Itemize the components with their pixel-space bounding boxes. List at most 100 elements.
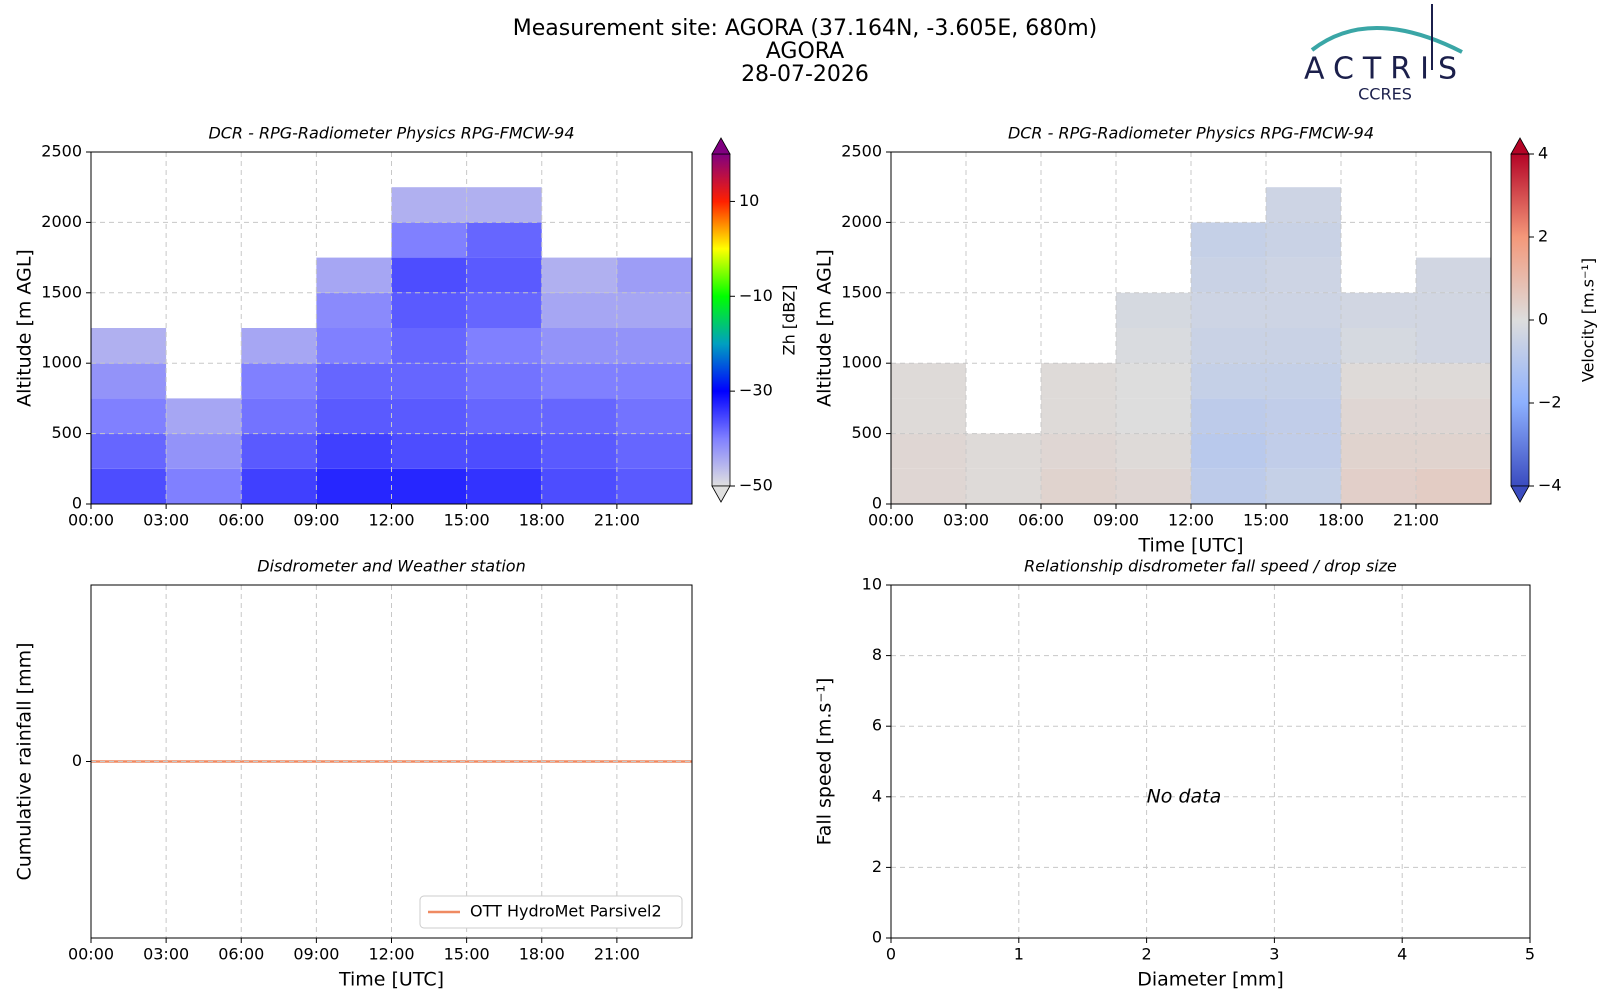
heatmap-cell [1341,328,1416,364]
y-tick-label: 500 [51,423,82,442]
legend-box [419,895,683,929]
y-tick-label: 2500 [41,142,82,161]
heatmap-cell [1341,398,1416,434]
heatmap-cell [1191,328,1266,364]
heatmap-cell [1341,433,1416,469]
x-tick-label: 03:00 [943,511,989,530]
heatmap-cell [1416,328,1491,364]
y-tick-label: 2000 [41,212,82,231]
heatmap-cell [966,468,1041,504]
colorbar-tick-label: 10 [739,191,759,210]
heatmap-cell [541,257,617,293]
heatmap-cell [1416,363,1491,399]
heatmap-cell [616,328,692,364]
y-tick-label: 1500 [841,282,882,301]
heatmap-cell [241,433,317,469]
heatmap-cell [316,468,392,504]
panel-title: DCR - RPG-Radiometer Physics RPG-FMCW-94 [1008,124,1374,143]
colorbar-extend-min [1510,485,1530,503]
heatmap-cell [616,468,692,504]
y-tick-label: 1000 [841,353,882,372]
colorbar-label: Zh [dBZ] [780,285,799,356]
x-tick-label: 1 [1014,945,1024,964]
heatmap-cell [466,398,542,434]
y-axis-label: Altitude [m AGL] [14,249,36,407]
colorbar-extend-max [1510,137,1530,155]
colorbar-extend-max [711,137,731,155]
y-tick-label: 4 [872,786,882,805]
heatmap-cell [91,363,167,399]
heatmap-cell [1191,468,1266,504]
colorbar [711,153,731,487]
heatmap-cell [541,363,617,399]
heatmap-cell [1266,292,1341,328]
heatmap-cell [616,363,692,399]
heatmap-cell [1416,257,1491,293]
heatmap-cell [91,398,167,434]
y-axis-label: Fall speed [m.s⁻¹] [814,678,836,846]
y-tick-label: 2500 [841,142,882,161]
heatmap-cell [391,328,467,364]
y-axis-label: Altitude [m AGL] [814,249,836,407]
legend-label: OTT HydroMet Parsivel2 [470,902,662,921]
heatmap-cell [241,363,317,399]
x-tick-label: 15:00 [444,511,490,530]
heatmap-cell [1416,433,1491,469]
heatmap-cell [316,257,392,293]
panel: Disdrometer and Weather station 00:00 03:0… [14,557,693,991]
plot-frame [90,151,693,505]
heatmap-cell [541,398,617,434]
heatmap-cell [1266,433,1341,469]
x-tick-label: 3 [1269,945,1279,964]
heatmap-cell [466,433,542,469]
y-tick-label: 2 [872,857,882,876]
panel-title: Relationship disdrometer fall speed / dr… [1024,557,1397,576]
y-tick-label: 1000 [41,353,82,372]
heatmap-cell [391,398,467,434]
heatmap-cell [91,468,167,504]
x-tick-label: 15:00 [1243,511,1289,530]
heatmap-cell [391,468,467,504]
x-tick-label: 0 [886,945,896,964]
colorbar [1510,153,1530,487]
heatmap-cell [1191,222,1266,258]
heatmap-cell [241,468,317,504]
heatmap-cell [1116,363,1191,399]
heatmap-cell [391,433,467,469]
heatmap-cell [1041,433,1116,469]
heatmap-cell [466,468,542,504]
colorbar-tick-label: −30 [739,381,773,400]
colorbar-tick-label: −50 [739,476,773,495]
heatmap-cell [316,292,392,328]
x-tick-label: 5 [1525,945,1535,964]
heatmap-cell [391,363,467,399]
colorbar-extend-min [711,485,731,503]
y-tick-label: 2000 [841,212,882,231]
y-tick-label: 0 [872,928,882,947]
heatmap-cell [891,398,966,434]
x-tick-label: 00:00 [868,511,914,530]
plot-frame [890,151,1492,505]
logo: ACTRIS CCRES [1304,4,1463,104]
heatmap-cell [616,433,692,469]
panel: Relationship disdrometer fall speed / dr… [814,557,1536,991]
x-tick-label: 09:00 [1093,511,1139,530]
y-tick-label: 1500 [41,282,82,301]
y-tick-label: 0 [872,494,882,513]
heatmap-cell [241,398,317,434]
heatmap-cell [1266,328,1341,364]
x-axis-label: Time [UTC] [338,969,444,991]
heatmap-cell [1266,398,1341,434]
panel: DCR - RPG-Radiometer Physics RPG-FMCW-94… [14,124,799,530]
heatmap-cell [1116,433,1191,469]
heatmap-cell [391,292,467,328]
heatmap-cell [1191,292,1266,328]
x-tick-label: 09:00 [293,945,339,964]
x-tick-label: 06:00 [1018,511,1064,530]
y-tick-label: 10 [862,575,882,594]
panel-title: Disdrometer and Weather station [257,557,525,576]
heatmap-cell [1116,468,1191,504]
heatmap-cell [1341,363,1416,399]
y-tick-label: 6 [872,716,882,735]
